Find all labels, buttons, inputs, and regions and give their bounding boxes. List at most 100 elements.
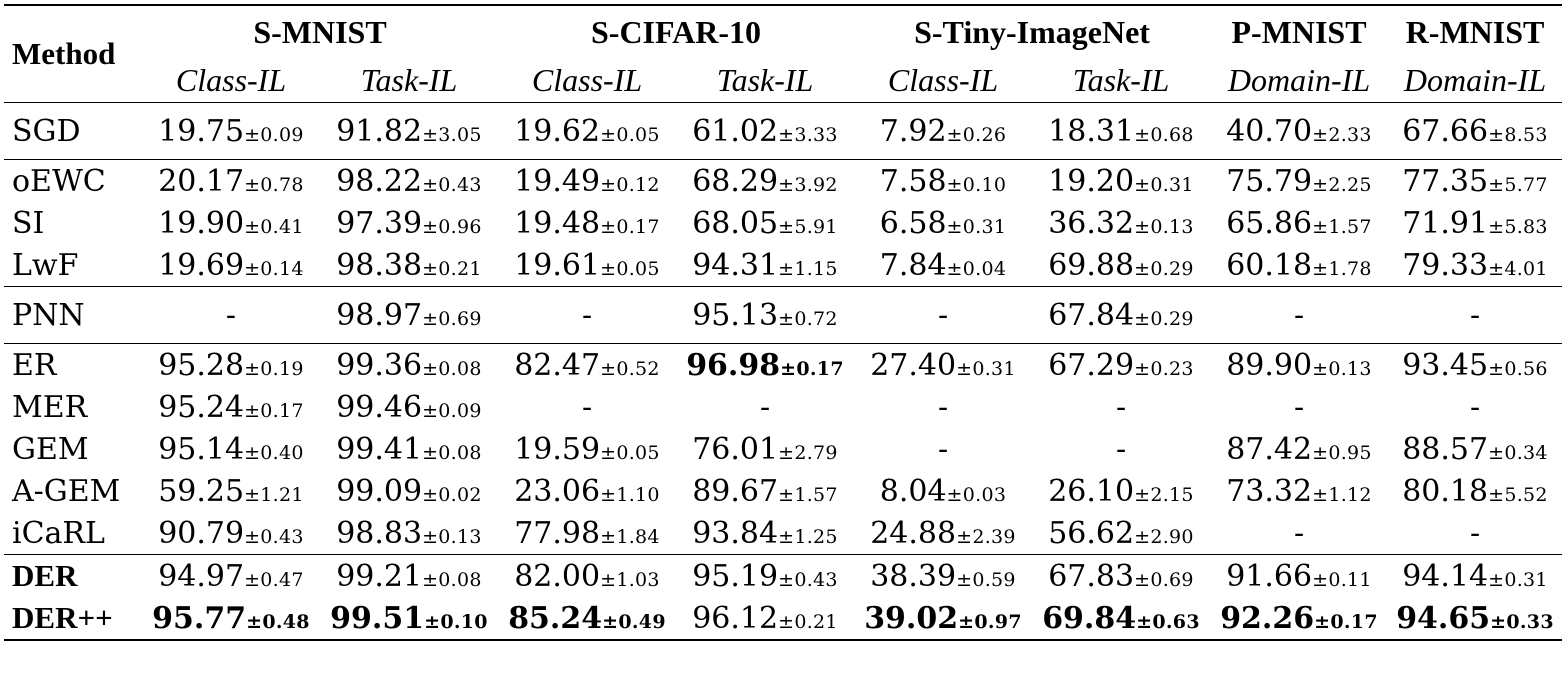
- accuracy-value: 93.84: [692, 515, 779, 551]
- accuracy-value: 79.33: [1402, 247, 1489, 283]
- accuracy-value: 89.67: [692, 473, 779, 509]
- accuracy-value: 92.26: [1220, 600, 1315, 636]
- accuracy-value: 99.36: [336, 347, 423, 383]
- result-cell: 99.41±0.08: [320, 428, 498, 470]
- result-cell: 95.77±0.48: [142, 597, 320, 640]
- accuracy-value: 65.86: [1226, 205, 1313, 241]
- result-cell: 56.62±2.90: [1032, 512, 1210, 555]
- accuracy-value: 95.14: [158, 431, 245, 467]
- std-dev-value: ±1.78: [1312, 257, 1372, 280]
- result-cell: 77.98±1.84: [498, 512, 676, 555]
- result-cell: 92.26±0.17: [1210, 597, 1388, 640]
- result-cell: 95.24±0.17: [142, 386, 320, 428]
- accuracy-value: 68.29: [692, 163, 779, 199]
- std-dev-value: ±1.57: [1312, 215, 1372, 238]
- result-cell: 23.06±1.10: [498, 470, 676, 512]
- std-dev-value: ±1.57: [778, 483, 838, 506]
- std-dev-value: ±0.78: [244, 173, 304, 196]
- std-dev-value: ±0.40: [244, 441, 304, 464]
- result-cell: 96.98±0.17: [676, 344, 854, 387]
- method-name: iCaRL: [12, 515, 105, 551]
- setting-header: Domain-IL: [1403, 61, 1547, 98]
- result-cell: 19.62±0.05: [498, 103, 676, 160]
- result-cell: 61.02±3.33: [676, 103, 854, 160]
- result-cell: 89.90±0.13: [1210, 344, 1388, 387]
- result-cell: -: [142, 287, 320, 344]
- accuracy-value: 99.21: [336, 558, 423, 594]
- accuracy-value: 20.17: [158, 163, 245, 199]
- result-cell: 95.14±0.40: [142, 428, 320, 470]
- result-cell: 99.21±0.08: [320, 555, 498, 598]
- accuracy-value: 91.82: [336, 113, 423, 149]
- method-name: LwF: [12, 247, 79, 283]
- std-dev-value: ±0.69: [422, 307, 482, 330]
- table-row: ER 95.28±0.19 99.36±0.08 82.47±0.52 96.98±0.…: [4, 343, 1563, 387]
- std-dev-value: ±0.08: [422, 568, 482, 591]
- result-cell: 20.17±0.78: [142, 160, 320, 203]
- std-dev-value: ±0.31: [1488, 568, 1548, 591]
- accuracy-value: 7.92: [879, 113, 947, 149]
- result-cell: 67.29±0.23: [1032, 344, 1210, 387]
- dataset-header: P-MNIST: [1231, 13, 1367, 50]
- result-cell: 19.75±0.09: [142, 103, 320, 160]
- result-cell: 19.48±0.17: [498, 202, 676, 244]
- accuracy-value: 82.00: [514, 558, 601, 594]
- accuracy-value: 67.29: [1048, 347, 1135, 383]
- accuracy-value: -: [1469, 515, 1481, 551]
- result-cell: 67.83±0.69: [1032, 555, 1210, 598]
- accuracy-value: 94.97: [158, 558, 245, 594]
- result-cell: 75.79±2.25: [1210, 160, 1388, 203]
- accuracy-value: 19.69: [158, 247, 245, 283]
- accuracy-value: -: [225, 297, 237, 333]
- dataset-header: S-MNIST: [253, 13, 387, 50]
- accuracy-value: 27.40: [870, 347, 957, 383]
- accuracy-value: 38.39: [870, 558, 957, 594]
- std-dev-value: ±0.12: [600, 173, 660, 196]
- result-cell: 95.13±0.72: [676, 287, 854, 344]
- accuracy-value: 94.14: [1402, 558, 1489, 594]
- std-dev-value: ±2.25: [1312, 173, 1372, 196]
- accuracy-value: -: [1115, 431, 1127, 467]
- std-dev-value: ±0.31: [946, 215, 1007, 238]
- result-cell: -: [1388, 287, 1562, 344]
- accuracy-value: 89.90: [1226, 347, 1313, 383]
- std-dev-value: ±0.29: [1134, 307, 1194, 330]
- std-dev-value: ±0.31: [1134, 173, 1194, 196]
- accuracy-value: 95.77: [152, 600, 247, 636]
- accuracy-value: 67.84: [1048, 297, 1135, 333]
- table-body: Method S-MNIST S-CIFAR-10 S-Tiny-ImageNet P…: [4, 5, 1563, 640]
- std-dev-value: ±1.84: [600, 525, 660, 548]
- result-cell: 40.70±2.33: [1210, 103, 1388, 160]
- result-cell: 19.90±0.41: [142, 202, 320, 244]
- result-cell: 93.45±0.56: [1388, 344, 1562, 387]
- result-cell: -: [1210, 386, 1388, 428]
- result-cell: -: [854, 428, 1032, 470]
- accuracy-value: 40.70: [1226, 113, 1313, 149]
- result-cell: 69.84±0.63: [1032, 597, 1210, 640]
- accuracy-value: 67.66: [1402, 113, 1489, 149]
- accuracy-value: 94.65: [1396, 600, 1491, 636]
- table-row: iCaRL 90.79±0.43 98.83±0.13 77.98±1.84 93.84…: [4, 512, 1562, 555]
- method-name: GEM: [12, 431, 89, 467]
- accuracy-value: 99.46: [336, 389, 423, 425]
- result-cell: 36.32±0.13: [1032, 202, 1210, 244]
- setting-header: Class-IL: [175, 61, 287, 98]
- std-dev-value: ±0.05: [600, 257, 660, 280]
- result-cell: 98.38±0.21: [320, 244, 498, 287]
- std-dev-value: ±0.17: [1314, 610, 1378, 633]
- std-dev-value: ±0.59: [956, 568, 1016, 591]
- accuracy-value: 71.91: [1402, 205, 1489, 241]
- setting-header: Task-IL: [716, 61, 814, 98]
- accuracy-value: 59.25: [158, 473, 245, 509]
- std-dev-value: ±0.02: [422, 483, 482, 506]
- accuracy-value: 36.32: [1048, 205, 1135, 241]
- accuracy-value: 82.47: [514, 347, 601, 383]
- std-dev-value: ±0.47: [244, 568, 304, 591]
- std-dev-value: ±0.52: [600, 357, 660, 380]
- result-cell: 94.97±0.47: [142, 555, 320, 598]
- accuracy-value: -: [759, 389, 771, 425]
- std-dev-value: ±0.95: [1312, 441, 1372, 464]
- accuracy-value: 19.61: [514, 247, 601, 283]
- accuracy-value: -: [1293, 297, 1305, 333]
- accuracy-value: 7.58: [879, 163, 947, 199]
